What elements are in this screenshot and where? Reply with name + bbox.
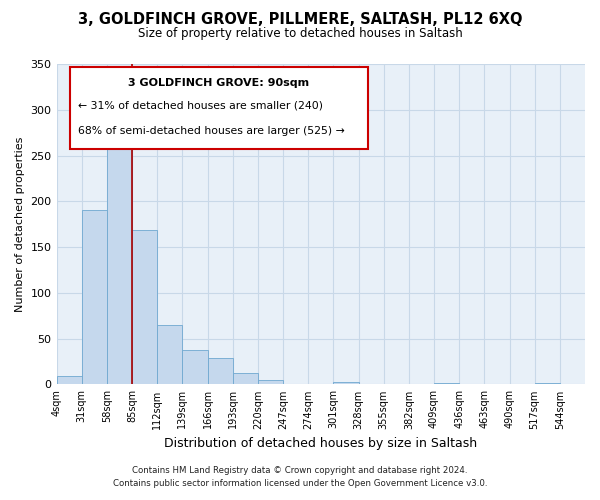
Bar: [434, 382, 459, 384]
Bar: [258, 380, 283, 384]
Bar: [208, 358, 233, 384]
Bar: [132, 230, 157, 384]
Text: 68% of semi-detached houses are larger (525) →: 68% of semi-detached houses are larger (…: [77, 126, 344, 136]
X-axis label: Distribution of detached houses by size in Saltash: Distribution of detached houses by size …: [164, 437, 478, 450]
Bar: [56, 376, 82, 384]
Bar: [535, 382, 560, 384]
Bar: [82, 210, 107, 384]
Bar: [182, 350, 208, 384]
Text: Size of property relative to detached houses in Saltash: Size of property relative to detached ho…: [137, 28, 463, 40]
Text: 3, GOLDFINCH GROVE, PILLMERE, SALTASH, PL12 6XQ: 3, GOLDFINCH GROVE, PILLMERE, SALTASH, P…: [78, 12, 522, 28]
Y-axis label: Number of detached properties: Number of detached properties: [15, 136, 25, 312]
FancyBboxPatch shape: [70, 67, 368, 149]
Text: ← 31% of detached houses are smaller (240): ← 31% of detached houses are smaller (24…: [77, 101, 323, 111]
Bar: [334, 382, 359, 384]
Bar: [107, 146, 132, 384]
Text: Contains HM Land Registry data © Crown copyright and database right 2024.
Contai: Contains HM Land Registry data © Crown c…: [113, 466, 487, 487]
Bar: [157, 325, 182, 384]
Text: 3 GOLDFINCH GROVE: 90sqm: 3 GOLDFINCH GROVE: 90sqm: [128, 78, 310, 88]
Bar: [233, 372, 258, 384]
